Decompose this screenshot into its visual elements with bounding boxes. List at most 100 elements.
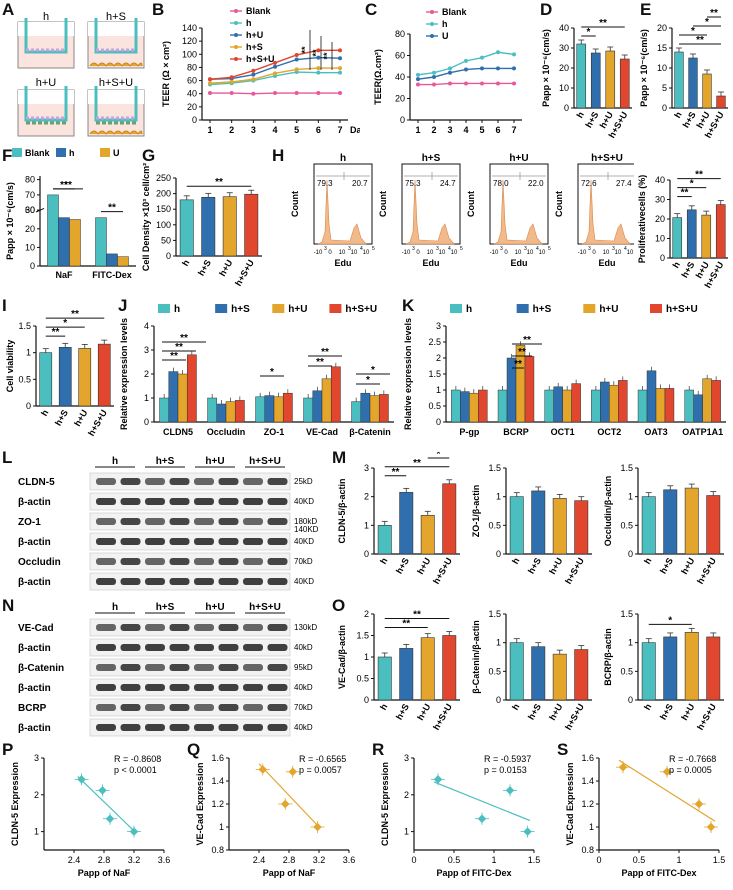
y-tick-label: 150 <box>156 204 171 214</box>
blot-kd-marker: 40kD <box>294 643 313 652</box>
bar-OCT2 <box>618 380 628 423</box>
significance-label: ** <box>215 177 223 188</box>
y-tick-label: 3 <box>436 321 441 331</box>
blot-band <box>267 518 288 525</box>
significance-label: * <box>691 26 695 37</box>
blot-band <box>194 478 214 485</box>
p-value: p = 0.0057 <box>299 765 342 775</box>
x-tick-label: h+S+U <box>563 556 586 586</box>
blot-lane-header: h <box>112 602 118 613</box>
legend-marker <box>234 21 238 25</box>
blot-band <box>145 578 165 585</box>
bar-CLDN5 <box>177 373 188 423</box>
y-axis-label: Cell viability <box>5 340 15 393</box>
flow-x-tick: 10 <box>615 250 622 256</box>
y-axis-label: Cell Density ×10³ cell/cm² <box>141 163 151 271</box>
data-point <box>448 81 452 86</box>
bar-Occludin <box>225 401 236 423</box>
bar-β-Catenin <box>360 392 371 423</box>
y-tick-label: 20 <box>187 102 197 112</box>
data-point <box>694 799 704 809</box>
x-axis-label: Papp of NaF <box>78 868 131 878</box>
y-tick-label: 1.4 <box>211 776 224 786</box>
flow-x-tick-exponent: 3 <box>612 246 615 252</box>
panel-letter-j: J <box>118 296 128 315</box>
x-tick-label: h+U <box>547 702 564 722</box>
blot-band <box>243 518 263 525</box>
y-tick-label: 2 <box>404 790 409 800</box>
significance-label: ** <box>402 619 410 630</box>
bar-h-S <box>531 490 546 555</box>
data-point <box>251 72 256 77</box>
x-tick-label: h+U <box>72 408 89 428</box>
bar-h-U <box>701 214 712 259</box>
x-tick-label: 1.5 <box>713 855 726 865</box>
bar-OATP1A1 <box>702 378 712 423</box>
bar-VE-Cad <box>303 397 314 423</box>
y-tick-label: 0.5 <box>488 666 501 676</box>
blot-band <box>169 644 190 651</box>
chart-q-correlation: 0.8 1 1.2 1.4 1.6 2.4 2.8 3.2 3.6 Papp of NaF VE-C… <box>195 753 355 878</box>
x-tick-label: 5 <box>294 125 299 135</box>
significance-label: ** <box>60 180 68 191</box>
blot-band <box>243 538 263 545</box>
blot-kd-marker: 40KD <box>294 537 314 546</box>
y-tick-label: 1.6 <box>211 753 224 763</box>
blot-band <box>120 724 141 731</box>
legend-label: h <box>69 148 75 158</box>
x-tick-label: h+U <box>217 258 234 278</box>
blot-band <box>243 684 263 691</box>
bar-ZO-1 <box>255 396 266 423</box>
x-tick-label: β-Catenin <box>349 427 391 437</box>
bar-h <box>509 496 524 555</box>
data-point <box>505 786 515 795</box>
bar-BCRP <box>497 389 508 423</box>
blot-band <box>194 518 214 525</box>
bar-BCRP <box>524 356 535 423</box>
significance-label: * <box>705 17 709 28</box>
bar-h <box>377 656 392 701</box>
x-tick-label: h <box>642 556 653 566</box>
p-value: p = 0.0005 <box>669 765 712 775</box>
flow-x-tick-exponent: 3 <box>588 246 591 252</box>
blot-band <box>194 664 214 671</box>
x-tick-label: h <box>510 702 521 712</box>
legend-label: h+S <box>231 304 250 315</box>
transwell-schematic: h h+S h+U h+S+U <box>17 11 145 137</box>
bar-h <box>641 642 656 701</box>
blot-band <box>96 684 116 691</box>
bar-h-S <box>399 492 414 555</box>
x-tick-label: 3.2 <box>313 855 326 865</box>
r-value: R = -0.6565 <box>299 754 346 764</box>
flow-x-tick: 0 <box>328 250 332 256</box>
significance-label: ** <box>599 18 607 29</box>
data-point <box>229 91 234 96</box>
flow-title: h+S <box>422 153 441 164</box>
bar-ZO-1 <box>264 395 275 423</box>
panel-letter-a: A <box>2 0 15 19</box>
blot-band <box>120 644 141 651</box>
y-tick-label: 40 <box>559 23 569 33</box>
flow-x-tick: 10 <box>439 250 446 256</box>
blot-band <box>145 624 165 631</box>
blot-kd-marker: 40kD <box>294 723 313 732</box>
blot-band <box>267 724 288 731</box>
legend-marker <box>234 33 238 37</box>
y-tick-label: 0 <box>364 695 369 705</box>
x-tick-label: OATP1A1 <box>682 427 723 437</box>
bar-h-S-U <box>706 636 721 701</box>
flow-x-tick-exponent: 4 <box>360 246 363 252</box>
legend-label: h <box>466 304 472 315</box>
significance-label: * <box>437 452 441 460</box>
x-tick-label: h <box>642 702 653 712</box>
bar-h <box>39 352 53 407</box>
data-point <box>512 52 516 57</box>
chart-p-correlation: 1 2 3 2.4 2.8 3.2 3.6 Papp of NaF CLDN-5 Express… <box>10 753 170 878</box>
x-tick-label: h+U <box>415 556 432 576</box>
blot-band <box>96 624 116 631</box>
blot-lane-header: h+U <box>205 456 224 467</box>
bar-h <box>509 642 524 701</box>
bar-h-U <box>684 487 699 555</box>
blot-row-name: β-Catenin <box>18 663 64 674</box>
